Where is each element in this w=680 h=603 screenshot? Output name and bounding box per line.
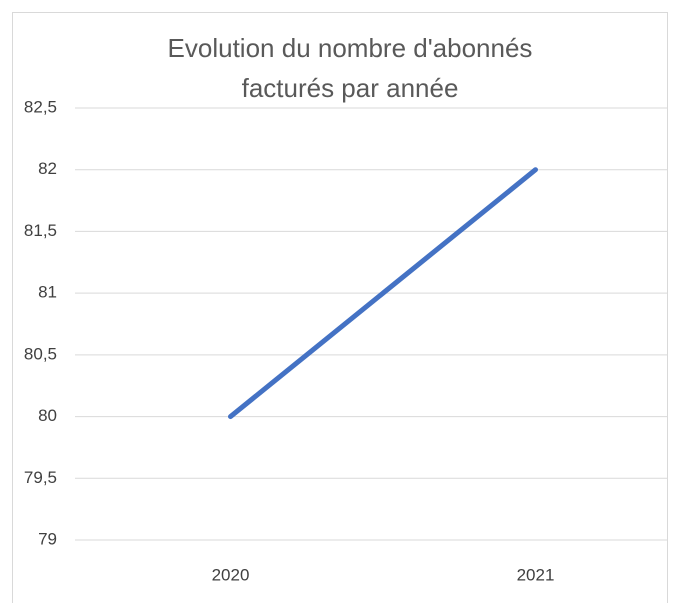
x-tick-label: 2020	[212, 565, 250, 584]
x-tick-label: 2021	[517, 565, 555, 584]
y-tick-label: 79	[38, 529, 57, 548]
y-tick-label: 79,5	[24, 468, 57, 487]
y-tick-label: 81	[38, 283, 57, 302]
y-tick-label: 80,5	[24, 344, 57, 363]
chart-border	[12, 12, 668, 603]
y-tick-label: 80	[38, 406, 57, 425]
y-tick-label: 81,5	[24, 221, 57, 240]
chart-title: Evolution du nombre d'abonnés	[168, 33, 533, 63]
y-tick-label: 82	[38, 159, 57, 178]
chart-title: facturés par année	[242, 73, 459, 103]
line-series	[228, 167, 538, 420]
y-tick-label: 82,5	[24, 97, 57, 116]
